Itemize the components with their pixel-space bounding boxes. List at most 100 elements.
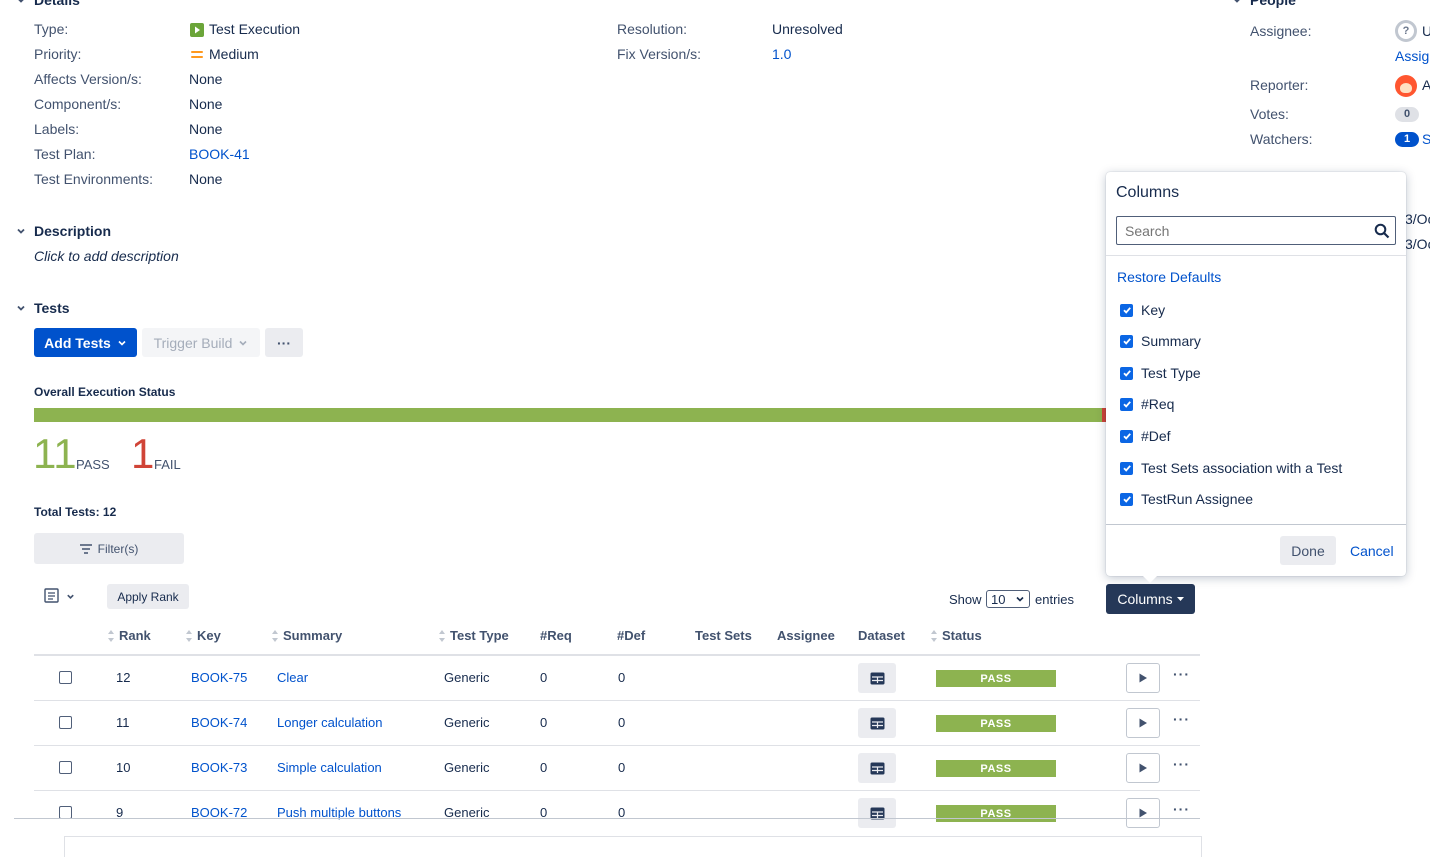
header-key[interactable]: Key	[186, 628, 221, 643]
checkbox-checked-icon[interactable]	[1120, 429, 1133, 443]
table-icon	[870, 672, 884, 684]
filters-label: Filter(s)	[97, 541, 139, 556]
affects-version-value: None	[189, 71, 223, 87]
row-key-link[interactable]: BOOK-74	[191, 715, 248, 730]
checkbox-checked-icon[interactable]	[1120, 366, 1133, 380]
fix-version-link[interactable]: 1.0	[772, 46, 792, 62]
checkbox-checked-icon[interactable]	[1120, 397, 1133, 411]
labels-label: Labels:	[34, 121, 80, 137]
header-rank[interactable]: Rank	[108, 628, 151, 643]
people-collapse-icon[interactable]	[1231, 0, 1243, 6]
header-test-type[interactable]: Test Type	[439, 628, 509, 643]
header-req: #Req	[540, 628, 572, 643]
row-key-link[interactable]: BOOK-72	[191, 805, 248, 820]
header-test-type-label: Test Type	[450, 628, 509, 643]
add-tests-button[interactable]: Add Tests	[34, 328, 137, 357]
header-status[interactable]: Status	[931, 628, 982, 643]
assign-to-me-link[interactable]: Assig	[1395, 48, 1430, 64]
filters-button[interactable]: Filter(s)	[34, 533, 184, 564]
votes-badge[interactable]: 0	[1395, 107, 1419, 122]
row-rank: 12	[116, 670, 131, 685]
entries-select[interactable]: 10	[986, 590, 1030, 608]
row-test-type: Generic	[444, 715, 490, 730]
done-button[interactable]: Done	[1280, 536, 1336, 565]
sort-icon	[108, 629, 115, 642]
column-option[interactable]: #Def	[1120, 428, 1171, 444]
watchers-badge[interactable]: 1	[1395, 132, 1419, 147]
row-key-link[interactable]: BOOK-75	[191, 670, 248, 685]
search-icon[interactable]	[1374, 223, 1390, 239]
description-collapse-icon[interactable]	[15, 225, 27, 237]
dataset-button[interactable]	[858, 798, 896, 828]
header-def: #Def	[617, 628, 646, 643]
popup-pointer	[1142, 575, 1158, 583]
column-option[interactable]: Test Type	[1120, 365, 1201, 381]
checkbox-checked-icon[interactable]	[1120, 492, 1133, 506]
updated-date-fragment: 3/Oc	[1405, 236, 1430, 252]
priority-label: Priority:	[34, 46, 82, 62]
run-test-button[interactable]	[1126, 708, 1160, 738]
priority-medium-icon	[191, 51, 203, 58]
apply-rank-button[interactable]: Apply Rank	[107, 584, 189, 609]
total-tests-label: Total Tests: 12	[34, 505, 117, 519]
details-collapse-icon[interactable]	[15, 0, 27, 6]
pass-label: PASS	[76, 457, 110, 472]
tests-collapse-icon[interactable]	[15, 302, 27, 314]
row-key-link[interactable]: BOOK-73	[191, 760, 248, 775]
caret-down-icon	[1176, 596, 1184, 601]
run-test-button[interactable]	[1126, 753, 1160, 783]
row-summary-link[interactable]: Clear	[277, 670, 309, 685]
column-option[interactable]: TestRun Assignee	[1120, 491, 1253, 507]
run-test-button[interactable]	[1126, 663, 1160, 693]
view-options-button[interactable]	[44, 586, 80, 606]
row-checkbox[interactable]	[59, 761, 72, 774]
details-title: Details	[34, 0, 80, 8]
watchers-label: Watchers:	[1250, 131, 1313, 147]
column-option[interactable]: #Req	[1120, 396, 1174, 412]
dataset-button[interactable]	[858, 663, 896, 693]
column-option[interactable]: Test Sets association with a Test	[1120, 460, 1342, 476]
more-actions-button[interactable]: ···	[265, 328, 303, 357]
assignee-value: U	[1422, 23, 1430, 39]
column-option[interactable]: Key	[1120, 302, 1165, 318]
test-environments-value: None	[189, 171, 223, 187]
cancel-button[interactable]: Cancel	[1350, 543, 1394, 559]
dataset-button[interactable]	[858, 708, 896, 738]
columns-search-input[interactable]	[1123, 217, 1367, 244]
checkbox-checked-icon[interactable]	[1120, 461, 1133, 475]
checkbox-checked-icon[interactable]	[1120, 334, 1133, 348]
table-icon	[870, 762, 884, 774]
columns-search-box[interactable]	[1116, 216, 1396, 245]
reporter-label: Reporter:	[1250, 77, 1309, 93]
row-more-actions-icon[interactable]: ···	[1173, 756, 1190, 772]
column-option-label: #Def	[1141, 428, 1171, 444]
row-summary-link[interactable]: Simple calculation	[277, 760, 382, 775]
column-option-label: Test Type	[1141, 365, 1201, 381]
trigger-build-button[interactable]: Trigger Build	[142, 328, 260, 357]
columns-button[interactable]: Columns	[1106, 584, 1195, 614]
row-summary-link[interactable]: Push multiple buttons	[277, 805, 402, 820]
description-placeholder[interactable]: Click to add description	[34, 248, 179, 264]
dataset-button[interactable]	[858, 753, 896, 783]
column-option[interactable]: Summary	[1120, 333, 1201, 349]
unknown-avatar-icon: ?	[1395, 20, 1417, 42]
status-badge: PASS	[936, 805, 1056, 822]
people-title: People	[1250, 0, 1296, 8]
checkbox-checked-icon[interactable]	[1120, 303, 1133, 317]
header-summary-label: Summary	[283, 628, 343, 643]
restore-defaults-link[interactable]: Restore Defaults	[1117, 269, 1222, 285]
row-more-actions-icon[interactable]: ···	[1173, 711, 1190, 727]
watch-link[interactable]: S	[1422, 131, 1430, 147]
row-summary-link[interactable]: Longer calculation	[277, 715, 383, 730]
row-more-actions-icon[interactable]: ···	[1173, 666, 1190, 682]
row-more-actions-icon[interactable]: ···	[1173, 801, 1190, 817]
trigger-build-label: Trigger Build	[153, 334, 233, 351]
sort-icon	[272, 629, 279, 642]
test-plan-link[interactable]: BOOK-41	[189, 146, 250, 162]
row-checkbox[interactable]	[59, 671, 72, 684]
column-option-label: Summary	[1141, 333, 1201, 349]
run-test-button[interactable]	[1126, 798, 1160, 828]
play-icon	[1139, 808, 1147, 818]
header-summary[interactable]: Summary	[272, 628, 342, 643]
row-checkbox[interactable]	[59, 716, 72, 729]
